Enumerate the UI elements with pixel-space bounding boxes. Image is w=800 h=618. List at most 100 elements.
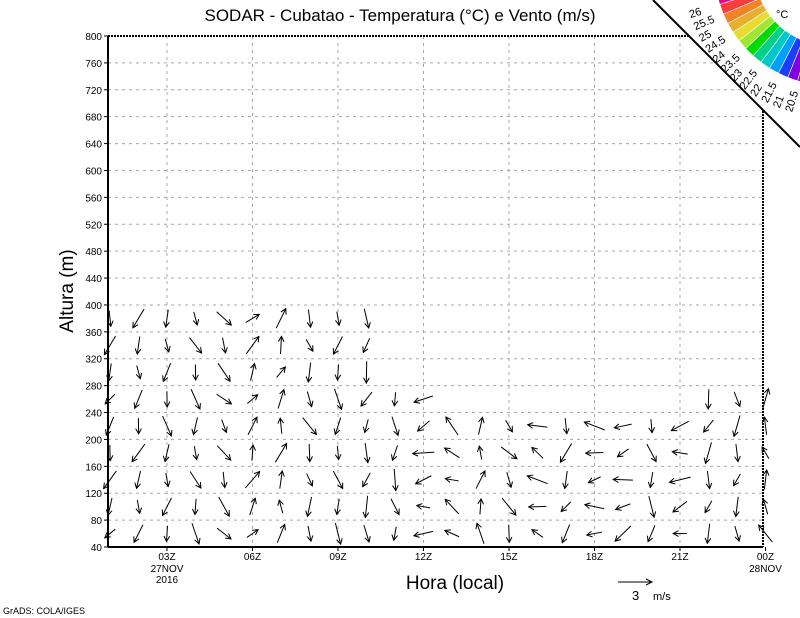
wind-arrow-shaft (763, 469, 768, 490)
wind-arrow-head (475, 522, 482, 530)
wind-arrow-head (443, 447, 451, 454)
wind-arrow-shaft (650, 419, 653, 433)
wind-arrow (705, 389, 712, 410)
wind-arrow (477, 497, 485, 515)
wind-arrow-shaft (527, 424, 548, 428)
wind-arrow-head (307, 400, 314, 408)
wind-arrow (443, 447, 460, 459)
wind-arrow (305, 339, 314, 353)
wind-arrow-head (531, 446, 538, 454)
wind-arrow-head (526, 422, 534, 429)
wind-arrow-shaft (336, 446, 340, 460)
wind-arrow (277, 335, 285, 355)
wind-arrow-head (527, 503, 535, 511)
wind-arrow-shaft (648, 495, 655, 518)
axes (107, 35, 764, 548)
wind-arrow-shaft (247, 416, 258, 435)
wind-arrow (444, 498, 460, 515)
wind-arrow (362, 337, 371, 354)
wind-arrow (672, 500, 688, 513)
legend-level-label: 25 (697, 28, 713, 44)
wind-arrow-head (505, 536, 513, 544)
legend-level-label: 22 (748, 82, 765, 99)
wind-arrow (134, 336, 142, 356)
wind-arrow-shaft (703, 419, 714, 433)
wind-arrow-head (650, 455, 657, 463)
wind-arrow (362, 495, 370, 519)
wind-arrow-shaft (531, 529, 544, 538)
wind-arrow-shaft (277, 389, 285, 409)
wind-arrow (162, 415, 173, 437)
wind-arrow-shaft (193, 446, 198, 460)
wind-arrow (161, 497, 172, 517)
x-tick-label: 03Z (158, 552, 175, 563)
wind-arrow-head (306, 321, 314, 329)
wind-arrow (133, 389, 143, 410)
wind-arrow (191, 417, 198, 436)
wind-arrow-shaft (305, 339, 314, 352)
wind-arrow-head (526, 474, 534, 481)
wind-arrow-head (163, 535, 171, 543)
wind-arrow-shaft (647, 525, 656, 542)
wind-arrow (670, 420, 689, 432)
band-below-23 (108, 31, 763, 378)
wind-arrow-head (672, 530, 679, 537)
y-tick-label: 120 (85, 489, 102, 500)
wind-arrow-shaft (758, 524, 773, 543)
wind-arrow (134, 471, 141, 490)
wind-arrow-shaft (391, 445, 399, 461)
wind-arrow (216, 311, 233, 326)
wind-arrow-head (135, 428, 142, 435)
wind-arrow-shaft (704, 500, 713, 513)
wind-arrow (362, 419, 370, 434)
wind-arrow-head (161, 509, 168, 517)
wind-arrow-head (444, 476, 452, 483)
wind-arrow-shaft (104, 528, 116, 539)
wind-arrow-shaft (393, 392, 397, 406)
wind-arrow (302, 417, 318, 436)
grid-lines (108, 36, 763, 547)
wind-arrow-head (131, 455, 138, 463)
wind-arrow-shaft (246, 394, 259, 404)
wind-arrow-head (704, 537, 712, 545)
wind-arrow (411, 449, 435, 457)
wind-arrow (135, 365, 143, 380)
y-tick-label: 360 (85, 328, 102, 339)
wind-arrow (671, 449, 688, 456)
wind-arrow-head (391, 400, 399, 407)
wind-arrow-shaft (222, 471, 226, 488)
wind-arrow-head (221, 426, 228, 434)
wind-arrow (306, 525, 314, 543)
wind-arrow-shaft (733, 473, 741, 486)
wind-arrow (104, 393, 116, 405)
wind-arrow-shaft (275, 308, 287, 329)
wind-arrow (216, 393, 233, 405)
wind-arrow (475, 522, 485, 545)
wind-arrow-head (306, 535, 314, 543)
wind-arrow-head (414, 478, 422, 485)
wind-arrow-shaft (706, 523, 711, 544)
reference-arrow-unit: m/s (653, 591, 671, 603)
x-tick-label: 09Z (329, 552, 346, 563)
wind-arrow-head (305, 510, 312, 518)
wind-arrow-head (336, 403, 344, 411)
wind-arrow-shaft (165, 472, 169, 487)
wind-arrow-shaft (108, 310, 112, 327)
wind-arrow-shaft (216, 527, 232, 540)
wind-arrow (363, 308, 371, 330)
wind-arrow (526, 474, 548, 485)
wind-arrow-head (364, 322, 371, 330)
wind-arrow (587, 476, 601, 484)
y-tick-label: 520 (85, 220, 102, 231)
wind-arrow-head (703, 457, 711, 465)
wind-arrow-shaft (531, 447, 544, 459)
band-above-26 (108, 36, 763, 547)
wind-arrow-head (225, 319, 233, 326)
wind-arrow (734, 444, 741, 463)
wind-arrow-head (672, 506, 679, 513)
wind-arrow-head (360, 400, 367, 407)
wind-arrow-shaft (280, 336, 282, 355)
wind-arrow-shaft (735, 444, 739, 462)
wind-arrow-shaft (444, 529, 460, 538)
y-tick-label: 240 (85, 409, 102, 420)
